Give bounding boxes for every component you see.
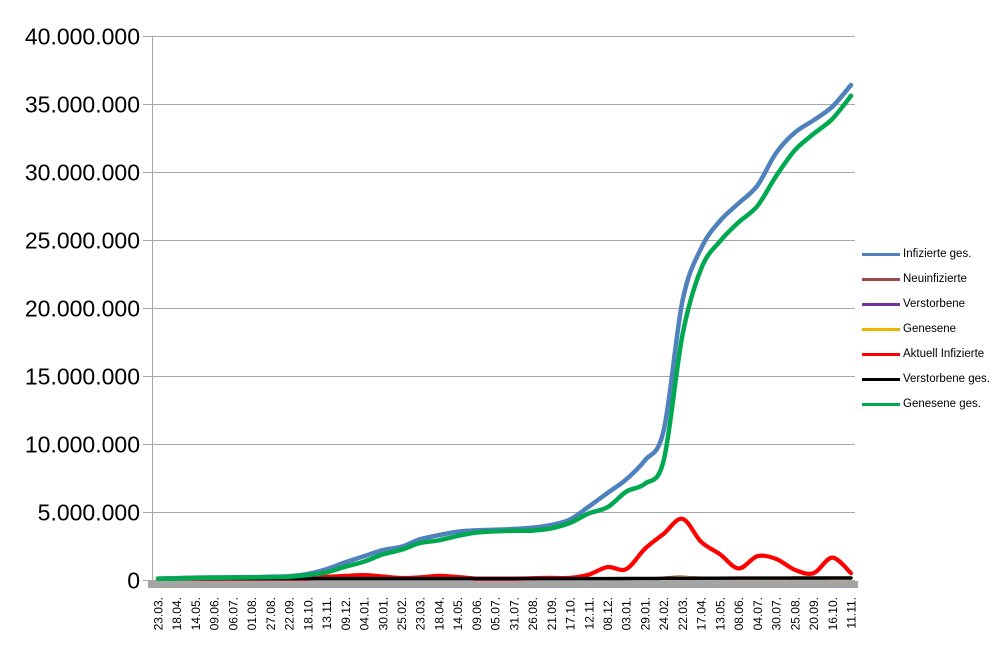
x-axis-tick-label: 22.09.	[283, 597, 297, 630]
x-axis-line	[148, 581, 858, 588]
x-axis-tick-label: 18.10.	[301, 597, 315, 630]
x-axis-tick-label: 29.01.	[639, 597, 653, 630]
legend-item-aktuell-infizierte: Aktuell Infizierte	[862, 342, 990, 367]
x-axis-tick-label: 05.07.	[489, 597, 503, 630]
x-axis-tick-label: 30.07.	[770, 597, 784, 630]
legend-line-swatch-verstorbene-ges	[862, 378, 900, 381]
legend-label: Genesene ges.	[903, 397, 982, 410]
x-axis-tick-label: 20.09.	[807, 597, 821, 630]
legend-line-swatch-aktuell-infizierte	[862, 353, 900, 356]
x-axis-tick-label: 08.06.	[732, 597, 746, 630]
chart-legend: Infizierte ges. Neuinfizierte Verstorben…	[862, 242, 990, 417]
legend-line-swatch-verstorbene	[862, 303, 900, 306]
y-axis-tick-label: 10.000.000	[25, 432, 140, 458]
x-axis-tick-label: 14.05.	[451, 597, 465, 630]
x-axis-tick-label: 18.04.	[170, 597, 184, 630]
legend-item-genesene-ges: Genesene ges.	[862, 392, 990, 417]
x-axis-tick-label: 06.07.	[226, 597, 240, 630]
legend-item-genesene: Genesene	[862, 317, 990, 342]
legend-line-swatch-genesene-ges	[862, 403, 900, 406]
x-axis-tick-label: 04.01.	[358, 597, 372, 630]
x-axis-tick-label: 25.08.	[788, 597, 802, 630]
x-axis-tick-label: 22.03.	[676, 597, 690, 630]
y-axis-tick-label: 5.000.000	[38, 500, 140, 526]
x-axis-tick-label: 01.08.	[245, 597, 259, 630]
series-line-infizierte-ges	[155, 82, 854, 581]
legend-label: Aktuell Infizierte	[903, 347, 985, 360]
x-axis-tick-label: 08.12.	[601, 597, 615, 630]
x-axis-tick-label: 21.09.	[545, 597, 559, 630]
legend-item-infizierte-ges: Infizierte ges.	[862, 242, 990, 267]
x-axis-tick-label: 23.03.	[152, 597, 166, 630]
x-axis-tick-label: 31.07.	[507, 597, 521, 630]
y-axis-tick-label: 30.000.000	[25, 160, 140, 186]
x-axis-tick-label: 09.12.	[339, 597, 353, 630]
x-axis-tick-label: 16.10.	[826, 597, 840, 630]
legend-label: Neuinfizierte	[903, 272, 967, 285]
x-axis-tick-label: 04.07.	[751, 597, 765, 630]
x-axis-tick-label: 26.08.	[526, 597, 540, 630]
x-axis-tick-label: 17.10.	[564, 597, 578, 630]
legend-label: Infizierte ges.	[903, 247, 972, 260]
x-axis-tick-label: 17.04.	[695, 597, 709, 630]
x-axis-tick-label: 14.05.	[189, 597, 203, 630]
x-axis-tick-label: 24.02.	[657, 597, 671, 630]
y-axis-tick-label: 0	[127, 568, 140, 594]
x-axis-tick-label: 18.04.	[432, 597, 446, 630]
x-axis-tick-label: 09.06.	[208, 597, 222, 630]
x-axis-tick-label: 09.06.	[470, 597, 484, 630]
y-axis-tick-label: 15.000.000	[25, 364, 140, 390]
legend-line-swatch-neuinfizierte	[862, 278, 900, 281]
x-axis-tick-label: 11.11.	[845, 597, 859, 629]
legend-label: Verstorbene	[903, 297, 966, 310]
x-axis-tick-label: 30.01.	[376, 597, 390, 630]
y-axis-tick-label: 35.000.000	[25, 92, 140, 118]
y-axis-tick-label: 25.000.000	[25, 228, 140, 254]
x-axis-tick-label: 27.08.	[264, 597, 278, 630]
x-axis-tick-label: 13.11.	[320, 597, 334, 629]
y-axis-tick-label: 20.000.000	[25, 296, 140, 322]
series-line-genesene-ges	[155, 93, 854, 581]
legend-label: Verstorbene ges.	[903, 372, 990, 385]
legend-item-verstorbene: Verstorbene	[862, 292, 990, 317]
x-axis-tick-label: 03.01.	[620, 597, 634, 630]
x-axis-tick-label: 23.03.	[414, 597, 428, 630]
legend-item-verstorbene-ges: Verstorbene ges.	[862, 367, 990, 392]
legend-label: Genesene	[903, 322, 957, 335]
legend-line-swatch-genesene	[862, 328, 900, 331]
y-axis-tick-label: 40.000.000	[25, 24, 140, 50]
x-axis-tick-label: 12.11.	[582, 597, 596, 629]
legend-item-neuinfizierte: Neuinfizierte	[862, 267, 990, 292]
x-axis-tick-label: 25.02.	[395, 597, 409, 630]
legend-line-swatch-infizierte-ges	[862, 253, 900, 256]
x-axis-tick-label: 13.05.	[713, 597, 727, 630]
